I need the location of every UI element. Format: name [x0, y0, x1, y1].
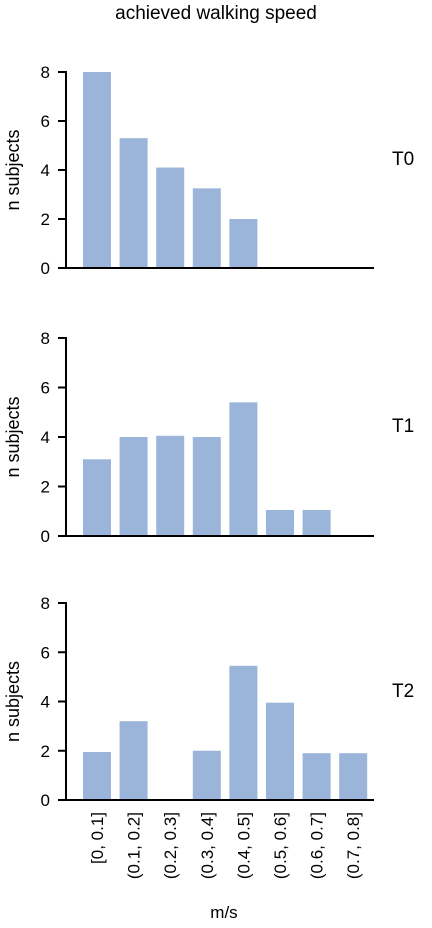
x-category-label-4: (0.4, 0.5]: [234, 812, 253, 879]
bar-t2-5: [266, 702, 294, 800]
y-tick-label-t0-0: 0: [41, 259, 50, 278]
bar-t2-4: [229, 665, 258, 800]
panels: 0 2 4 6 8 n subjects T0 0 2 4 6 8 n subjects T1 0 2 4 6 8 n…: [3, 63, 414, 810]
bar-t0-4: [229, 219, 258, 268]
y-tick-label-t1-4: 4: [41, 428, 50, 447]
x-category-label-0: [0, 0.1]: [88, 812, 107, 864]
bar-t2-3: [192, 750, 221, 800]
y-tick-label-t2-8: 8: [41, 594, 50, 613]
bar-t0-2: [156, 167, 185, 268]
y-tick-label-t0-4: 4: [41, 161, 50, 180]
y-axis-label-t1: n subjects: [3, 396, 23, 477]
bar-t2-7: [339, 753, 368, 800]
bar-t1-0: [83, 459, 111, 536]
y-tick-label-t0-2: 2: [41, 210, 50, 229]
y-tick-label-t2-4: 4: [41, 693, 50, 712]
bar-t1-3: [192, 437, 221, 536]
bar-t1-5: [266, 510, 294, 536]
bar-t1-6: [302, 510, 331, 536]
x-axis-label: m/s: [210, 903, 237, 922]
bar-t0-0: [83, 72, 111, 268]
bar-t1-2: [156, 435, 185, 536]
bar-t2-6: [302, 753, 331, 800]
bar-t2-1: [119, 721, 148, 800]
y-axis-label-t0: n subjects: [3, 129, 23, 210]
bar-t2-0: [83, 751, 111, 800]
y-tick-label-t0-8: 8: [41, 63, 50, 82]
panel-label-t2: T2: [392, 681, 414, 702]
panel-t1: 0 2 4 6 8 n subjects T1: [3, 329, 414, 546]
bar-t0-1: [119, 138, 148, 268]
panel-label-t0: T0: [392, 149, 414, 170]
x-category-label-5: (0.5, 0.6]: [271, 812, 290, 879]
y-tick-label-t1-0: 0: [41, 527, 50, 546]
y-axis-label-t2: n subjects: [3, 661, 23, 742]
chart-title: achieved walking speed: [115, 3, 317, 24]
y-tick-label-t0-6: 6: [41, 112, 50, 131]
x-category-labels: [0, 0.1] (0.1, 0.2] (0.2, 0.3] (0.3, 0.4] (0…: [88, 812, 363, 879]
y-tick-label-t1-8: 8: [41, 329, 50, 348]
bar-t1-4: [229, 402, 258, 536]
panel-t2: 0 2 4 6 8 n subjects T2: [3, 594, 414, 810]
x-category-label-1: (0.1, 0.2]: [125, 812, 144, 879]
y-tick-label-t1-2: 2: [41, 478, 50, 497]
y-tick-label-t2-0: 0: [41, 791, 50, 810]
x-category-label-3: (0.3, 0.4]: [198, 812, 217, 879]
x-category-label-2: (0.2, 0.3]: [161, 812, 180, 879]
x-category-label-6: (0.6, 0.7]: [308, 812, 327, 879]
bar-t0-3: [192, 188, 221, 268]
panel-t0: 0 2 4 6 8 n subjects T0: [3, 63, 414, 278]
bar-t1-1: [119, 437, 148, 536]
y-tick-label-t2-6: 6: [41, 643, 50, 662]
y-tick-label-t1-6: 6: [41, 379, 50, 398]
y-tick-label-t2-2: 2: [41, 742, 50, 761]
x-category-label-7: (0.7, 0.8]: [344, 812, 363, 879]
panel-label-t1: T1: [392, 416, 414, 437]
